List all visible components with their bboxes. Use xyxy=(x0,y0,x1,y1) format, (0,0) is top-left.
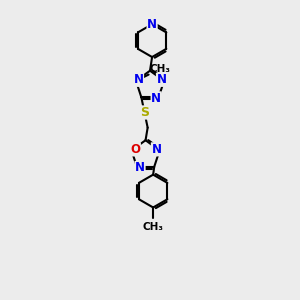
Text: N: N xyxy=(152,143,161,156)
Text: N: N xyxy=(147,18,157,31)
Text: N: N xyxy=(157,73,166,86)
Text: N: N xyxy=(151,92,161,105)
Text: CH₃: CH₃ xyxy=(150,64,171,74)
Text: N: N xyxy=(135,161,145,174)
Text: CH₃: CH₃ xyxy=(143,222,164,232)
Text: N: N xyxy=(134,73,143,86)
Text: O: O xyxy=(130,143,140,156)
Text: S: S xyxy=(140,106,149,119)
